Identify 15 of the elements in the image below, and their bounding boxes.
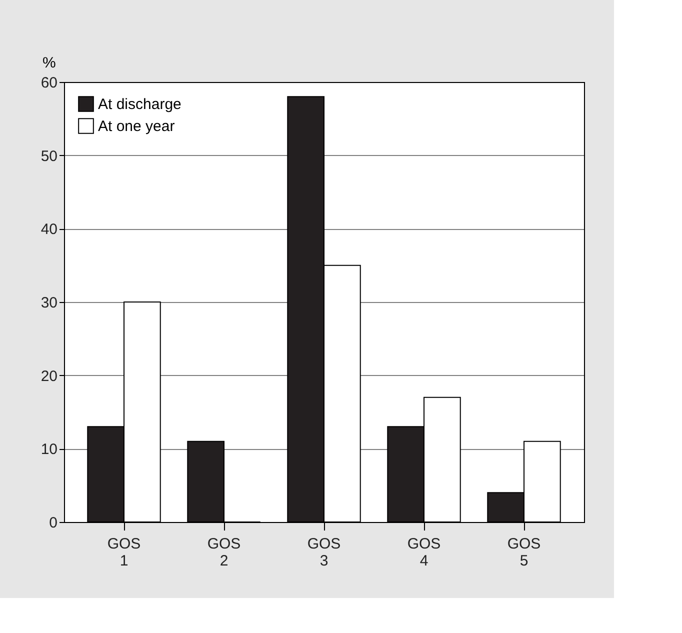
- y-tick-label: 60: [40, 74, 58, 92]
- y-axis-title: %: [42, 54, 56, 72]
- x-tick-label: GOS 4: [407, 536, 441, 570]
- x-tick-label: GOS 5: [507, 536, 541, 570]
- y-tick-label: 50: [40, 148, 58, 165]
- x-tick-label: GOS 3: [307, 536, 341, 570]
- y-tick-label: 30: [40, 294, 58, 312]
- y-tick-label: 20: [40, 368, 58, 385]
- y-tick-label: 40: [40, 221, 58, 238]
- y-tick-label: 10: [40, 441, 58, 458]
- x-tick-label: GOS 1: [107, 536, 141, 570]
- x-tick-label: GOS 2: [207, 536, 241, 570]
- legend-label: At one year: [98, 118, 175, 135]
- y-tick-label: 0: [49, 514, 58, 532]
- legend-label: At discharge: [98, 96, 182, 113]
